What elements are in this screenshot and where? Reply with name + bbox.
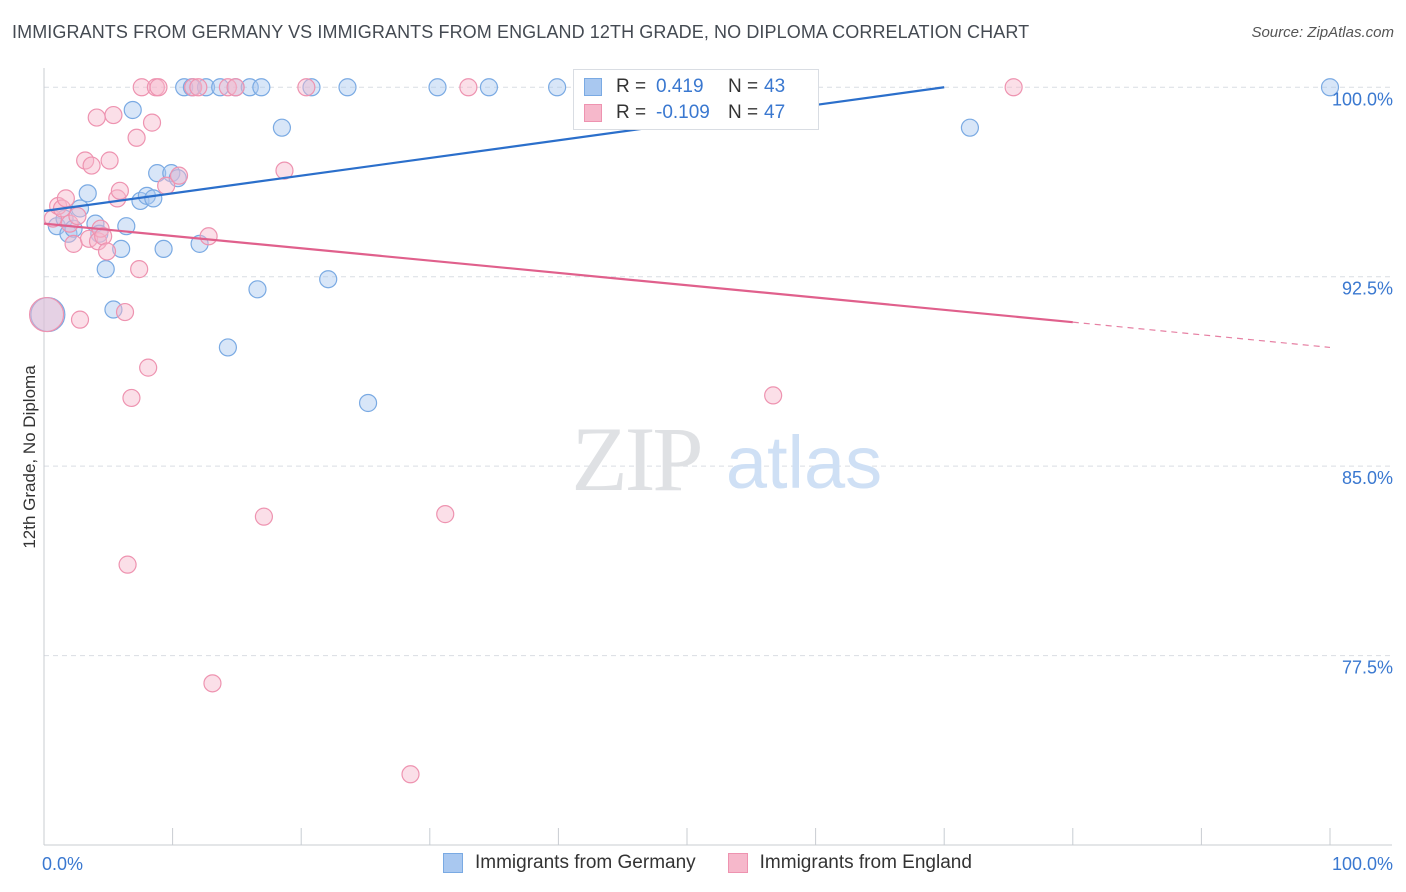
england-point	[297, 78, 316, 97]
england-point	[218, 78, 237, 97]
england-point	[401, 765, 420, 784]
england-point	[169, 166, 189, 185]
germany-point	[104, 300, 123, 319]
germany-point	[428, 78, 447, 97]
england-point	[110, 181, 129, 200]
england-point	[118, 555, 137, 574]
x-tick-label: 0.0%	[42, 854, 83, 874]
england-point	[122, 388, 141, 408]
watermark-zip: ZIP	[572, 408, 701, 510]
england-point	[60, 214, 79, 233]
england-legend-swatch	[727, 853, 748, 873]
germany-point	[218, 338, 237, 357]
stats-row-germany: R = 0.419 N = 43	[584, 75, 804, 99]
r-value: -0.109	[656, 102, 710, 123]
x-tick-label: 100.0%	[1332, 854, 1393, 874]
england-point	[275, 161, 294, 180]
tick-labels: 100.0% 92.5% 85.0% 77.5% 0.0% 100.0%	[42, 89, 1393, 874]
england-point	[139, 358, 158, 377]
n-label: N =	[728, 102, 759, 123]
england-trend-extension	[1072, 321, 1331, 349]
germany-point	[248, 280, 267, 299]
england-trend-line	[43, 222, 1073, 324]
r-value: 0.419	[656, 76, 704, 97]
germany-point	[96, 260, 115, 279]
germany-point	[211, 78, 230, 97]
germany-swatch	[584, 78, 602, 96]
r-label: R =	[616, 76, 647, 97]
england-point	[82, 156, 101, 175]
y-tick-label: 77.5%	[1342, 658, 1393, 678]
germany-legend-swatch	[443, 853, 463, 873]
germany-point	[272, 118, 292, 137]
england-point	[68, 206, 87, 226]
n-label: N =	[728, 76, 759, 97]
axes	[43, 68, 1392, 846]
england-point	[184, 78, 203, 97]
legend-item-england[interactable]: Immigrants from England	[727, 852, 972, 874]
england-point	[97, 242, 117, 261]
germany-point	[960, 118, 980, 137]
england-point	[459, 78, 478, 97]
germany-point	[252, 78, 271, 97]
y-tick-label: 100.0%	[1332, 89, 1393, 109]
england-point	[764, 386, 783, 405]
england-swatch	[584, 104, 602, 122]
germany-point	[302, 78, 321, 97]
england-point	[87, 108, 106, 127]
germany-point	[319, 270, 338, 289]
england-point	[56, 189, 75, 208]
england-point	[70, 310, 90, 329]
england-point	[203, 674, 222, 693]
n-value: 47	[764, 102, 786, 123]
legend-item-germany[interactable]: Immigrants from Germany	[443, 852, 696, 874]
germany-point	[144, 189, 163, 208]
germany-point	[78, 184, 97, 203]
germany-point	[123, 100, 142, 120]
germany-point	[148, 164, 167, 183]
germany-point	[548, 78, 567, 97]
germany-point	[1320, 78, 1340, 97]
source-credit: Source: ZipAtlas.com	[1251, 24, 1394, 41]
england-point	[1004, 78, 1023, 97]
england-point	[94, 227, 113, 246]
england-point	[64, 234, 83, 253]
germany-point	[338, 78, 357, 97]
england-point	[115, 302, 135, 322]
series-legend: Immigrants from Germany Immigrants from …	[443, 852, 1004, 874]
germany-point	[154, 239, 173, 259]
watermark: ZIP atlas	[572, 408, 883, 510]
england-point	[199, 227, 218, 246]
y-tick-label: 85.0%	[1342, 468, 1393, 488]
germany-point	[358, 393, 378, 413]
stats-row-england: R = -0.109 N = 47	[584, 101, 804, 125]
n-value: 43	[764, 76, 786, 97]
germany-point	[112, 239, 131, 259]
england-point	[254, 507, 274, 526]
england-point	[28, 296, 65, 333]
england-point	[127, 128, 146, 147]
england-point	[100, 151, 119, 170]
watermark-atlas: atlas	[726, 421, 882, 504]
germany-point	[196, 78, 216, 97]
y-tick-label: 92.5%	[1342, 279, 1393, 299]
england-point	[226, 78, 245, 97]
england-point	[142, 113, 162, 132]
england-point	[149, 78, 168, 97]
chart-title: IMMIGRANTS FROM GERMANY VS IMMIGRANTS FR…	[12, 22, 1030, 42]
england-point	[189, 78, 208, 97]
gridlines	[44, 86, 1392, 657]
r-label: R =	[616, 102, 647, 123]
stats-legend: R = 0.419 N = 43 R = -0.109 N = 47	[573, 69, 819, 130]
germany-point	[479, 78, 499, 97]
legend-label-england: Immigrants from England	[759, 852, 972, 873]
england-point	[436, 505, 455, 524]
england-point	[130, 260, 149, 279]
england-point	[104, 105, 123, 125]
legend-label-germany: Immigrants from Germany	[475, 852, 696, 873]
